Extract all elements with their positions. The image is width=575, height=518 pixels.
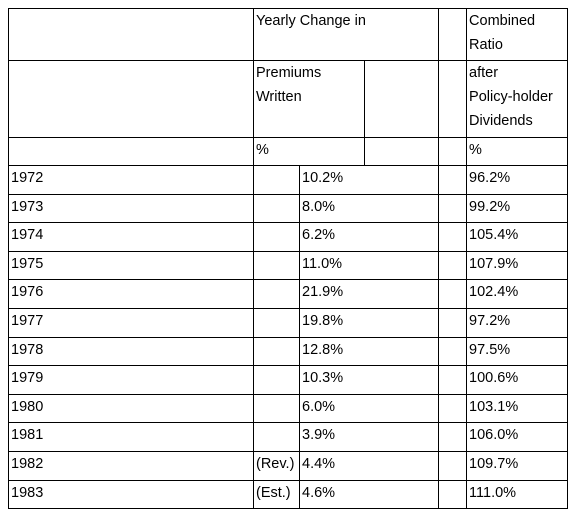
header-blank-cell bbox=[363, 60, 440, 138]
insurance-results-table: Yearly Change in Combined Ratio Premiums… bbox=[8, 8, 569, 510]
table-row: 1974 6.2% 105.4% bbox=[8, 222, 569, 252]
header-row-sublabels: Premiums Written after Policy-holder Div… bbox=[8, 60, 569, 138]
spacer-cell bbox=[438, 222, 468, 252]
premiums-change-cell: 3.9% bbox=[298, 422, 440, 452]
year-cell: 1978 bbox=[8, 336, 254, 367]
combined-ratio-cell: 109.7% bbox=[466, 450, 569, 481]
premiums-change-cell: 11.0% bbox=[298, 250, 440, 281]
table-row: 1977 19.8% 97.2% bbox=[8, 307, 569, 338]
year-cell: 1982 bbox=[8, 450, 254, 481]
spacer-cell bbox=[438, 165, 468, 195]
ratio-unit: % bbox=[466, 137, 569, 166]
header-row-group: Yearly Change in Combined Ratio bbox=[8, 8, 569, 61]
combined-ratio-cell: 111.0% bbox=[466, 479, 569, 510]
table-row: 1982 (Rev.) 4.4% 109.7% bbox=[8, 450, 569, 481]
header-row-units: % % bbox=[8, 137, 569, 166]
year-cell: 1977 bbox=[8, 307, 254, 338]
premiums-change-cell: 4.4% bbox=[298, 450, 440, 481]
premiums-change-cell: 19.8% bbox=[298, 307, 440, 338]
premiums-change-cell: 21.9% bbox=[298, 279, 440, 309]
combined-ratio-cell: 103.1% bbox=[466, 393, 569, 424]
header-blank-cell bbox=[8, 137, 254, 166]
spacer-cell bbox=[438, 279, 468, 309]
table-body: Yearly Change in Combined Ratio Premiums… bbox=[8, 8, 569, 510]
combined-ratio-cell: 100.6% bbox=[466, 365, 569, 395]
header-premiums-written: Premiums Written bbox=[253, 60, 365, 138]
combined-ratio-cell: 102.4% bbox=[466, 279, 569, 309]
premiums-change-cell: 6.2% bbox=[298, 222, 440, 252]
note-cell bbox=[253, 365, 300, 395]
premiums-change-cell: 4.6% bbox=[298, 479, 440, 510]
header-spacer-cell bbox=[438, 137, 468, 166]
spacer-cell bbox=[438, 365, 468, 395]
table-row: 1972 10.2% 96.2% bbox=[8, 165, 569, 195]
year-cell: 1983 bbox=[8, 479, 254, 510]
header-combined-ratio: Combined Ratio bbox=[466, 8, 569, 61]
year-cell: 1974 bbox=[8, 222, 254, 252]
year-cell: 1979 bbox=[8, 365, 254, 395]
combined-ratio-cell: 99.2% bbox=[466, 193, 569, 224]
premiums-change-cell: 10.2% bbox=[298, 165, 440, 195]
header-ratio-line: Dividends bbox=[469, 113, 533, 129]
note-cell bbox=[253, 165, 300, 195]
year-cell: 1976 bbox=[8, 279, 254, 309]
header-ratio-line: Policy-holder bbox=[469, 89, 553, 105]
header-premiums-line: Written bbox=[256, 89, 302, 105]
combined-ratio-cell: 105.4% bbox=[466, 222, 569, 252]
spacer-cell bbox=[438, 393, 468, 424]
table-row: 1983 (Est.) 4.6% 111.0% bbox=[8, 479, 569, 510]
note-cell bbox=[253, 279, 300, 309]
premiums-unit: % bbox=[253, 137, 365, 166]
header-premiums-line: Premiums bbox=[256, 65, 322, 81]
premiums-change-cell: 8.0% bbox=[298, 193, 440, 224]
table-row: 1973 8.0% 99.2% bbox=[8, 193, 569, 224]
table-row: 1981 3.9% 106.0% bbox=[8, 422, 569, 452]
note-cell bbox=[253, 393, 300, 424]
year-cell: 1980 bbox=[8, 393, 254, 424]
year-cell: 1973 bbox=[8, 193, 254, 224]
combined-ratio-cell: 97.5% bbox=[466, 336, 569, 367]
spacer-cell bbox=[438, 336, 468, 367]
header-spacer-cell bbox=[438, 60, 468, 138]
note-cell: (Rev.) bbox=[253, 450, 300, 481]
spacer-cell bbox=[438, 422, 468, 452]
note-cell bbox=[253, 222, 300, 252]
header-blank-cell bbox=[8, 8, 254, 61]
note-cell bbox=[253, 250, 300, 281]
note-cell bbox=[253, 307, 300, 338]
combined-ratio-cell: 97.2% bbox=[466, 307, 569, 338]
header-blank-cell bbox=[363, 137, 440, 166]
combined-ratio-cell: 96.2% bbox=[466, 165, 569, 195]
year-cell: 1975 bbox=[8, 250, 254, 281]
header-after-dividends: after Policy-holder Dividends bbox=[466, 60, 569, 138]
year-cell: 1981 bbox=[8, 422, 254, 452]
spacer-cell bbox=[438, 450, 468, 481]
header-ratio-line: after bbox=[469, 65, 499, 81]
combined-ratio-cell: 107.9% bbox=[466, 250, 569, 281]
table-row: 1976 21.9% 102.4% bbox=[8, 279, 569, 309]
premiums-change-cell: 12.8% bbox=[298, 336, 440, 367]
table-row: 1979 10.3% 100.6% bbox=[8, 365, 569, 395]
premiums-change-cell: 6.0% bbox=[298, 393, 440, 424]
header-spacer-cell bbox=[438, 8, 468, 61]
year-cell: 1972 bbox=[8, 165, 254, 195]
table-row: 1975 11.0% 107.9% bbox=[8, 250, 569, 281]
header-yearly-change: Yearly Change in bbox=[252, 8, 440, 61]
note-cell bbox=[253, 422, 300, 452]
spacer-cell bbox=[438, 193, 468, 224]
header-blank-cell bbox=[8, 60, 254, 138]
note-cell bbox=[253, 193, 300, 224]
combined-ratio-cell: 106.0% bbox=[466, 422, 569, 452]
spacer-cell bbox=[438, 250, 468, 281]
premiums-change-cell: 10.3% bbox=[298, 365, 440, 395]
note-cell: (Est.) bbox=[253, 479, 300, 510]
table-row: 1978 12.8% 97.5% bbox=[8, 336, 569, 367]
note-cell bbox=[253, 336, 300, 367]
spacer-cell bbox=[438, 307, 468, 338]
spacer-cell bbox=[438, 479, 468, 510]
table-row: 1980 6.0% 103.1% bbox=[8, 393, 569, 424]
